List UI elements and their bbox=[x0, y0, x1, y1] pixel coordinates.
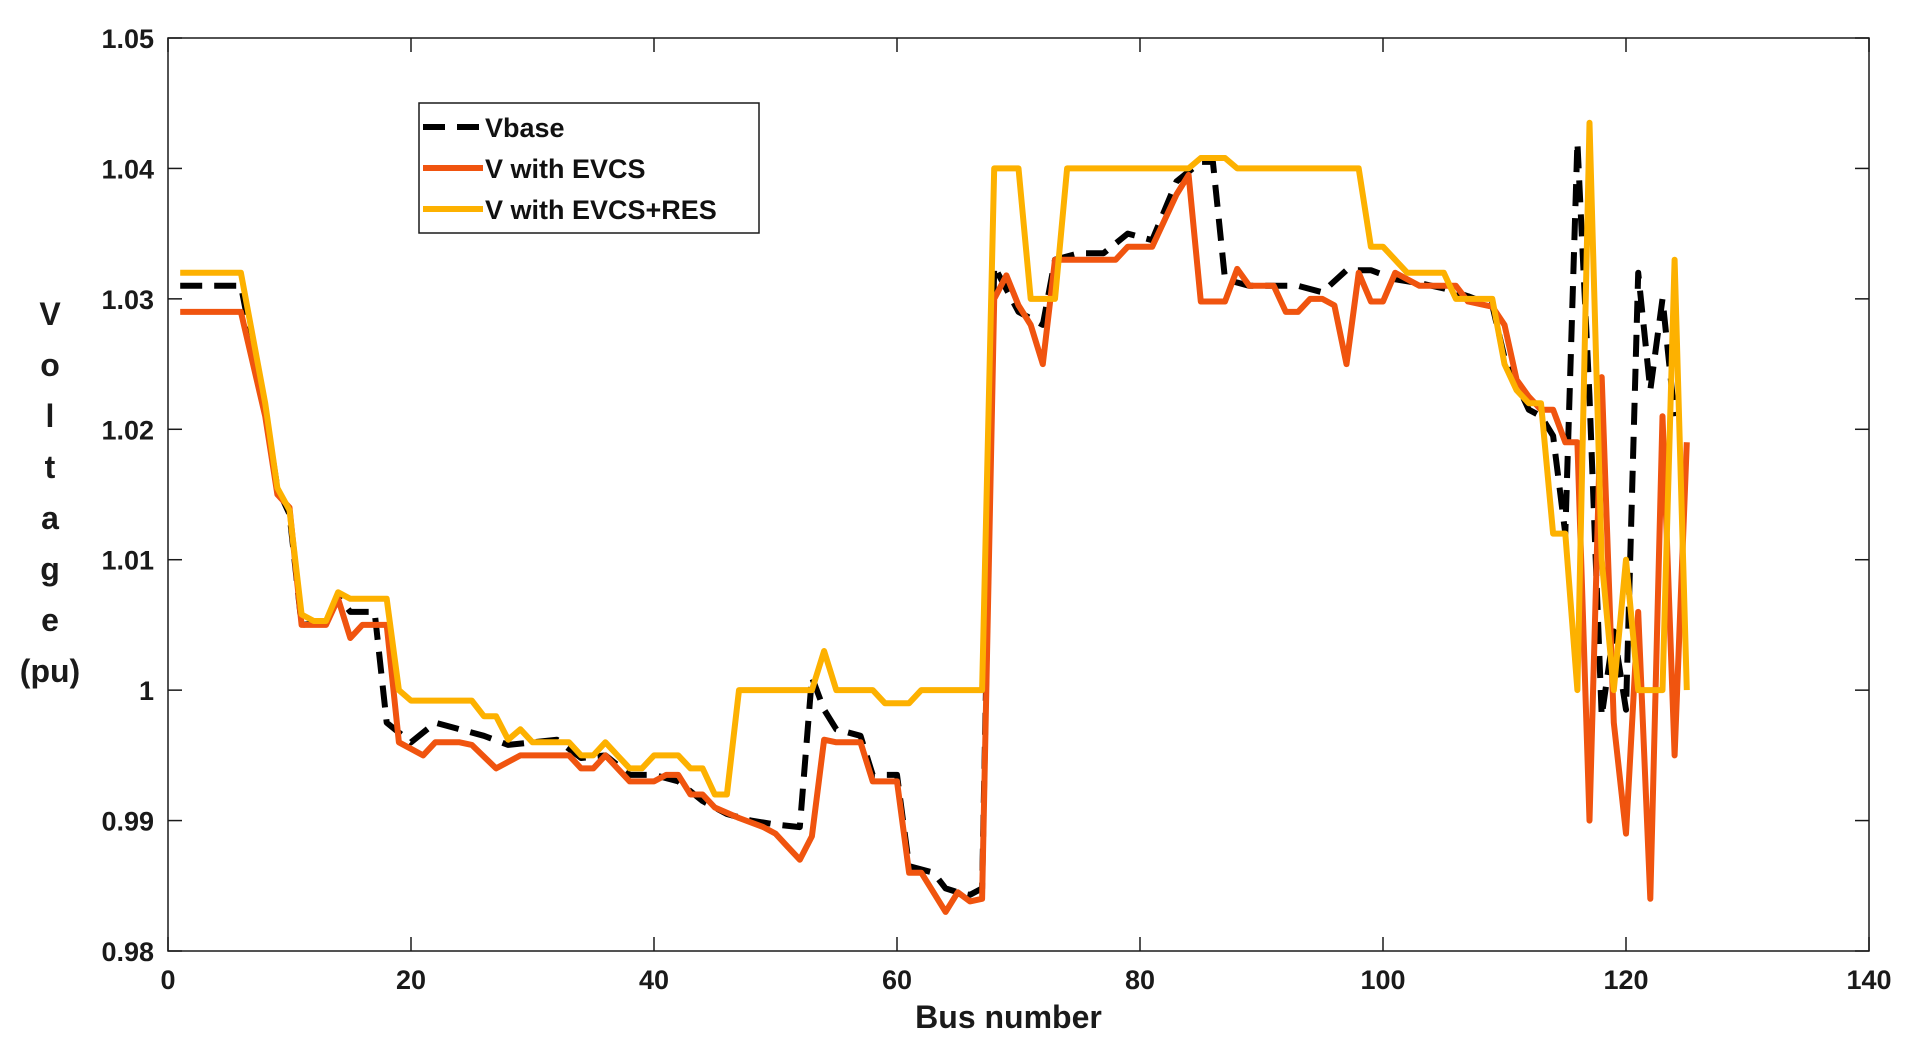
x-tick-label: 140 bbox=[1846, 965, 1891, 995]
y-tick-label: 0.98 bbox=[101, 937, 154, 967]
y-axis-label-char: e bbox=[41, 602, 59, 638]
x-tick-label: 80 bbox=[1125, 965, 1155, 995]
y-axis-label-char: a bbox=[41, 500, 59, 536]
legend: Vbase V with EVCS V with EVCS+RES bbox=[418, 102, 760, 234]
legend-label-2: V with EVCS bbox=[485, 154, 646, 184]
x-axis-ticks: 0 20 40 60 80 100 120 140 bbox=[160, 38, 1892, 995]
x-tick-label: 100 bbox=[1360, 965, 1405, 995]
legend-label-3: V with EVCS+RES bbox=[485, 195, 717, 225]
y-axis-label-char: t bbox=[45, 449, 56, 485]
y-tick-label: 1.02 bbox=[101, 415, 154, 445]
x-tick-label: 20 bbox=[396, 965, 426, 995]
x-axis-label: Bus number bbox=[915, 999, 1102, 1035]
x-tick-label: 40 bbox=[639, 965, 669, 995]
y-axis-label-char: (pu) bbox=[20, 653, 80, 689]
y-tick-label: 1.01 bbox=[101, 546, 154, 576]
y-axis-label-char: l bbox=[46, 398, 55, 434]
x-tick-label: 120 bbox=[1603, 965, 1648, 995]
plot-frame bbox=[167, 37, 1870, 952]
y-tick-label: 1.05 bbox=[101, 24, 154, 54]
x-tick-label: 0 bbox=[160, 965, 175, 995]
y-tick-label: 0.99 bbox=[101, 807, 154, 837]
y-axis-ticks: 0.98 0.99 1 1.01 1.02 1.03 1.04 1.05 bbox=[101, 24, 1869, 967]
y-axis-label-char: V bbox=[39, 296, 61, 332]
plot-area: 0 20 40 60 80 100 120 140 0.98 0.99 1 1.01 1.02 1.03… bbox=[101, 24, 1891, 995]
series-line-3 bbox=[180, 119, 1690, 798]
y-axis-label-char: o bbox=[40, 347, 60, 383]
y-tick-label: 1.04 bbox=[101, 154, 154, 184]
y-tick-label: 1.03 bbox=[101, 285, 154, 315]
x-tick-label: 60 bbox=[882, 965, 912, 995]
y-axis-label-char: g bbox=[40, 551, 60, 587]
series-line-2 bbox=[180, 171, 1690, 915]
y-tick-label: 1 bbox=[139, 676, 154, 706]
legend-label-1: Vbase bbox=[485, 113, 565, 143]
series-layer bbox=[180, 119, 1690, 915]
